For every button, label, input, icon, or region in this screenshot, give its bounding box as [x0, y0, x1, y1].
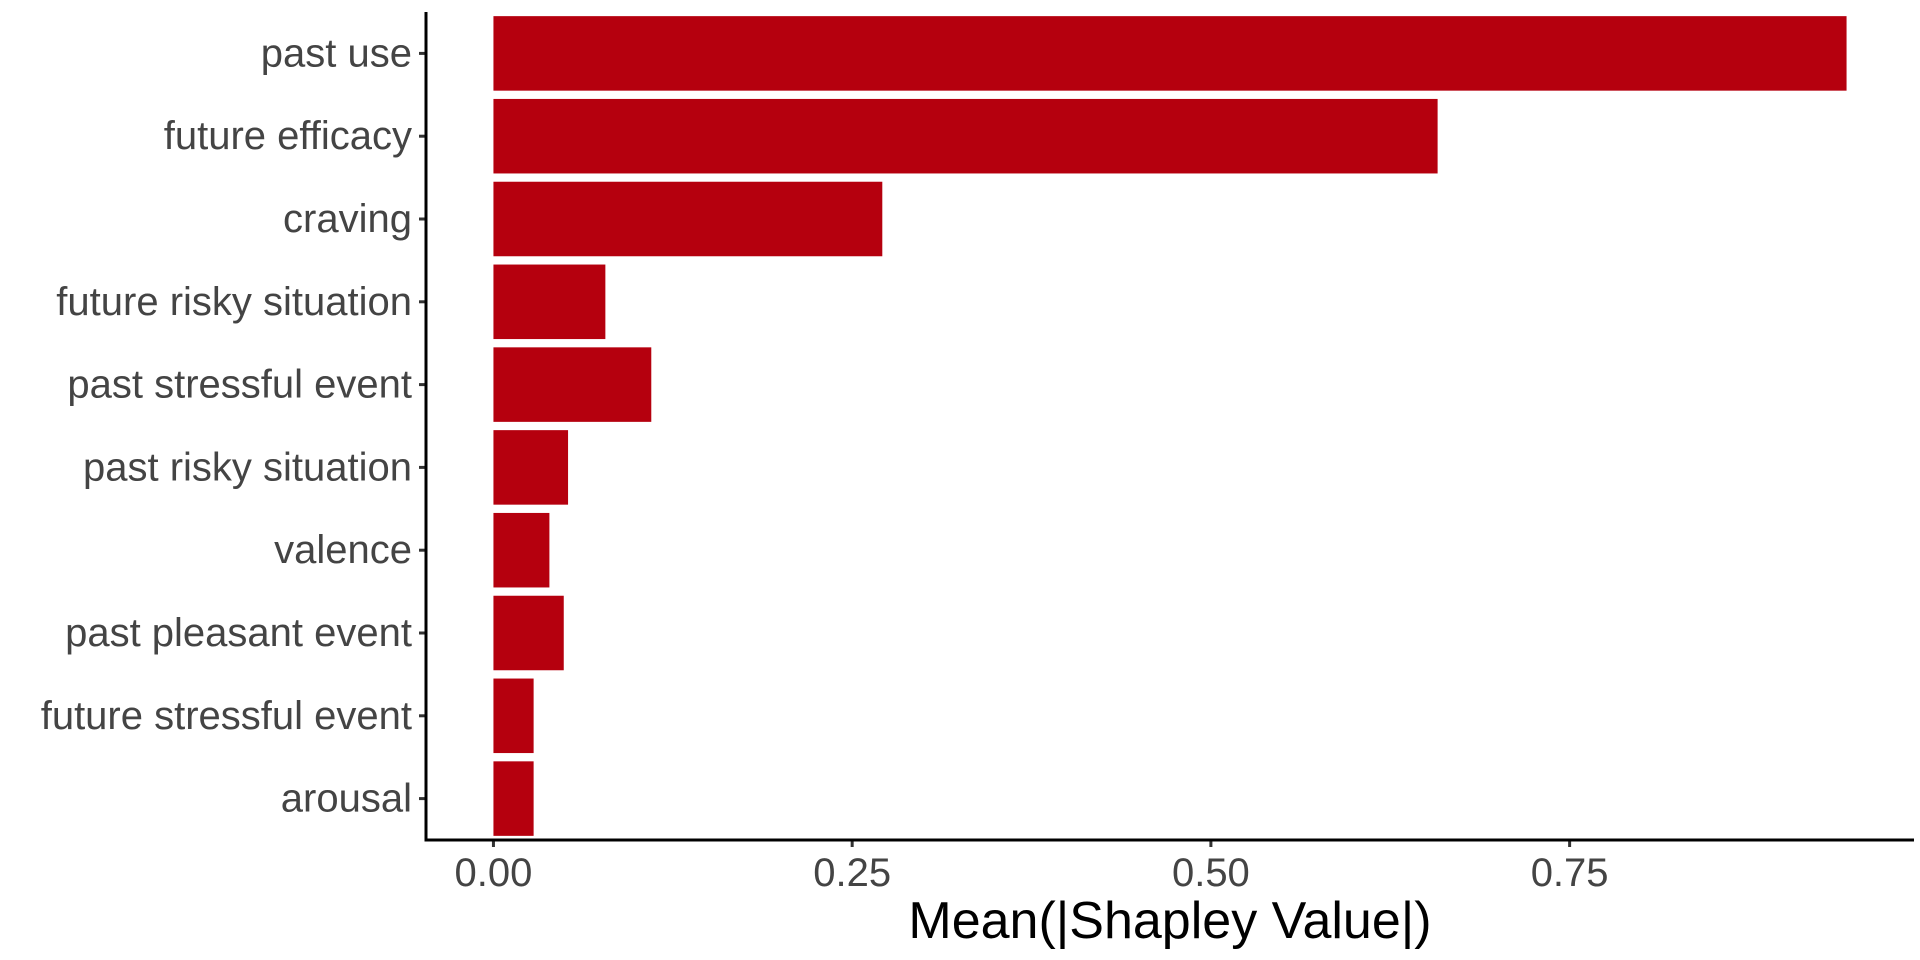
y-tick-label: future efficacy — [164, 114, 412, 158]
y-tick-label: past pleasant event — [65, 611, 412, 655]
x-tick-label: 0.25 — [813, 851, 891, 895]
y-tick-label: valence — [274, 528, 412, 572]
bars-layer — [493, 16, 1847, 836]
x-tick-label: 0.75 — [1531, 851, 1609, 895]
y-tick-label: future stressful event — [41, 694, 412, 738]
bar-craving — [493, 181, 883, 257]
bar-arousal — [493, 761, 534, 836]
bar-past-use — [493, 16, 1847, 91]
x-tick-label: 0.50 — [1172, 851, 1250, 895]
bar-valence — [493, 512, 550, 588]
y-tick-label: past risky situation — [83, 445, 412, 489]
bar-past-stressful-event — [493, 347, 652, 422]
y-tick-label: past stressful event — [67, 363, 412, 407]
bar-future-stressful-event — [493, 678, 534, 754]
y-tick-label: past use — [261, 31, 412, 75]
y-axis-ticks: past use future efficacy craving future ris… — [41, 31, 426, 821]
y-tick-label: craving — [283, 197, 412, 241]
bar-past-pleasant-event — [493, 595, 564, 671]
y-tick-label: future risky situation — [56, 280, 412, 324]
bar-future-risky-situation — [493, 264, 606, 340]
bar-future-efficacy — [493, 98, 1438, 174]
x-axis-ticks: 0.00 0.25 0.50 0.75 — [455, 840, 1609, 895]
x-tick-label: 0.00 — [455, 851, 533, 895]
y-tick-label: arousal — [281, 777, 412, 821]
bar-past-risky-situation — [493, 430, 569, 505]
x-axis-title: Mean(|Shapley Value|) — [908, 892, 1431, 950]
